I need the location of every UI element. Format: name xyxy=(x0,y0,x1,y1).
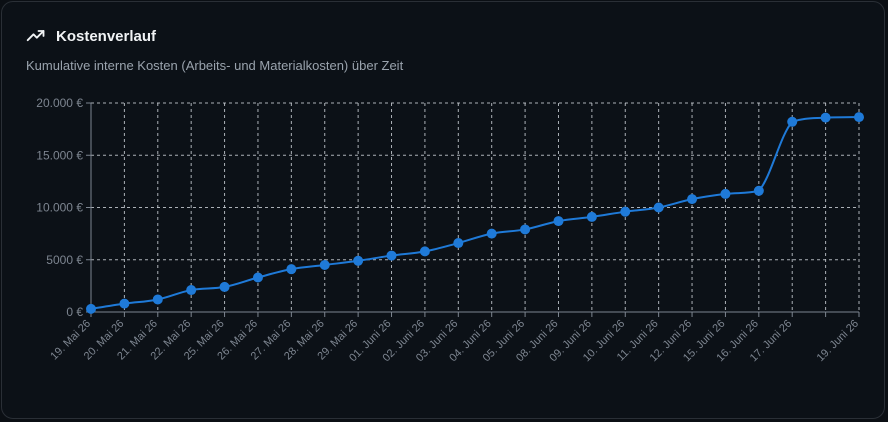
data-point xyxy=(586,211,597,222)
data-point xyxy=(854,112,864,123)
data-point xyxy=(386,250,397,261)
data-point xyxy=(186,285,197,296)
data-point xyxy=(520,224,531,235)
data-point xyxy=(252,272,263,283)
data-point xyxy=(286,264,297,275)
trending-up-icon xyxy=(26,26,46,46)
card-subtitle: Kumulative interne Kosten (Arbeits- und … xyxy=(26,58,404,73)
data-point xyxy=(319,259,330,270)
data-point xyxy=(820,112,831,123)
card-title: Kostenverlauf xyxy=(56,27,157,45)
y-tick-label: 10.000 € xyxy=(36,201,83,215)
data-point xyxy=(753,185,764,196)
series-line xyxy=(90,116,860,310)
data-point xyxy=(86,303,96,314)
card-header: Kostenverlauf xyxy=(26,26,156,46)
data-point xyxy=(119,298,130,309)
data-point xyxy=(419,246,430,257)
data-point xyxy=(553,216,564,227)
data-point xyxy=(653,202,664,213)
data-point xyxy=(687,194,698,205)
data-point xyxy=(620,206,631,217)
y-tick-label: 15.000 € xyxy=(36,148,83,162)
x-tick-label: 19. Juni 26 xyxy=(815,318,862,365)
data-point xyxy=(720,188,731,199)
y-tick-label: 5000 € xyxy=(46,253,83,267)
data-point xyxy=(353,255,364,266)
data-point xyxy=(219,281,230,292)
y-tick-label: 0 € xyxy=(66,305,83,319)
data-point xyxy=(787,116,798,127)
data-point xyxy=(486,228,497,239)
data-point xyxy=(152,294,163,305)
y-tick-label: 20.000 € xyxy=(36,96,83,110)
data-point xyxy=(453,238,464,249)
